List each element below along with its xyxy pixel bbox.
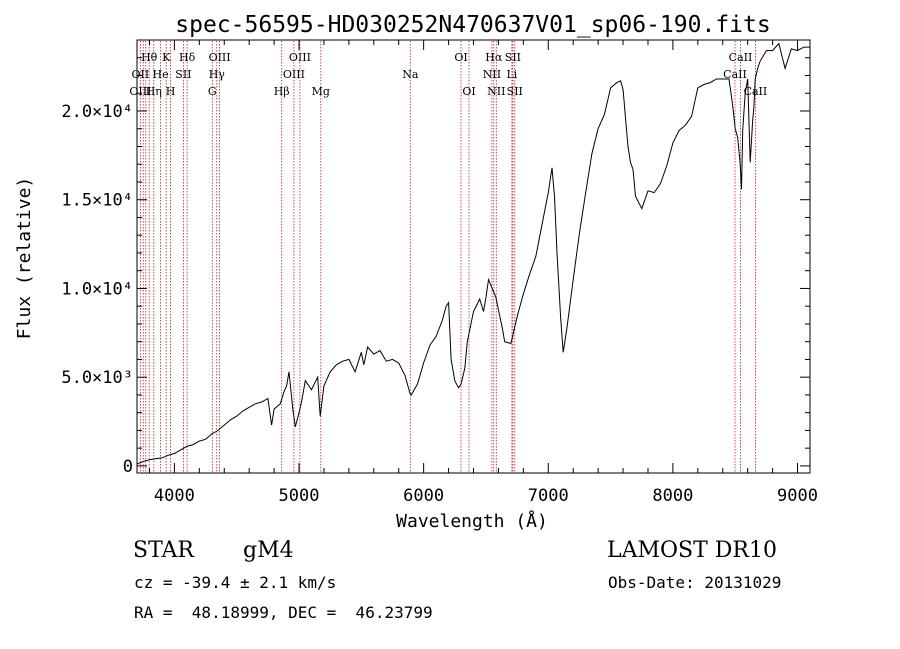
object-type: STAR [133,538,194,563]
spectral-line-label: OIII [289,51,311,64]
spectral-line-label: Hγ [209,68,226,81]
y-tick-label: 1.0×10⁴ [61,279,133,299]
spectral-line-markers [139,41,756,472]
y-tick-label: 1.5×10⁴ [61,191,133,211]
spectral-line-label: Hθ [141,51,158,64]
observation-date: Obs-Date: 20131029 [608,573,782,592]
spectral-line-label: Hη [146,85,162,98]
spectral-line-label: NII [487,85,505,98]
y-tick-label: 0 [123,457,133,477]
spectral-line-label: CaII [723,68,747,81]
spectral-line-label: OIII [129,85,151,98]
x-tick-label: 8000 [652,486,693,506]
spectrum-line [136,42,810,465]
spectral-line-label: Li [506,68,517,81]
spectral-line-label: OIII [283,68,305,81]
x-tick-label: 7000 [528,486,569,506]
spectral-line-label: CaII [744,85,768,98]
x-tick-label: 5000 [279,486,320,506]
spectral-line-label: SII [175,68,191,81]
spectral-line-label: SII [507,85,523,98]
spectral-line-label: H [166,85,176,98]
spectral-line-label: CaII [729,51,753,64]
plot-frame [136,39,811,474]
spectral-line-label: OI [454,51,467,64]
x-tick-label: 4000 [154,486,195,506]
spectral-line-label: NII [483,68,501,81]
spectral-line-label: OII [132,68,150,81]
spectral-line-label: OIII [209,51,231,64]
x-axis-label: Wavelength (Å) [396,510,548,532]
axis-ticks: 4000 5000 6000 7000 8000 9000 0 5.0×10³ 1.0×10⁴ 1… [61,40,818,506]
y-axis-label: Flux (relative) [14,177,35,340]
spectral-line-label: G [208,85,217,98]
y-tick-label: 5.0×10³ [61,368,133,388]
redshift-value: cz = -39.4 ± 2.1 km/s [134,573,337,592]
spectral-line-label: Hβ [274,85,290,98]
spectral-line-label: Na [402,68,419,81]
spectral-line-label: Hδ [179,51,196,64]
x-tick-label: 9000 [777,486,818,506]
spectral-line-label: SII [505,51,521,64]
x-tick-label: 6000 [403,486,444,506]
y-tick-label: 2.0×10⁴ [61,102,133,122]
spectral-line-label: He [153,68,169,81]
survey-name: LAMOST DR10 [607,538,777,563]
spectral-line-label: Mg [312,85,330,98]
coordinates: RA = 48.18999, DEC = 46.23799 [134,603,433,622]
spectral-line-label: OI [462,85,475,98]
object-subclass: gM4 [243,538,294,563]
spectral-line-label: K [162,51,171,64]
chart-title: spec-56595-HD030252N470637V01_sp06-190.f… [175,12,770,38]
spectral-line-label: Hα [485,51,503,64]
